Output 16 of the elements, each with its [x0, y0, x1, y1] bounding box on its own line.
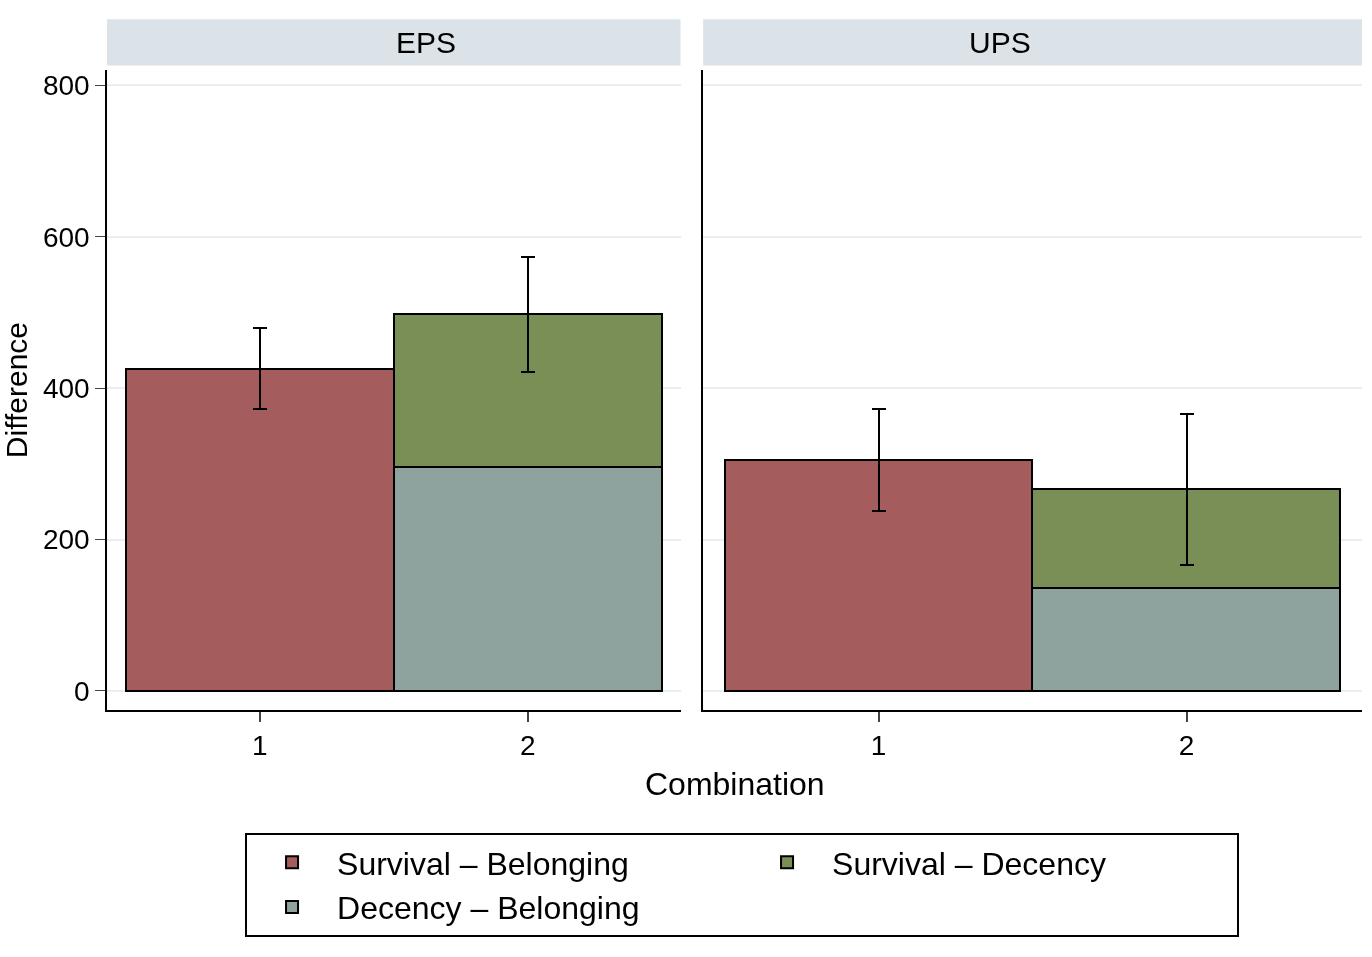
x-tick-label: 1	[870, 730, 887, 762]
y-tick-label: 200	[42, 524, 90, 556]
chart-title: EPS	[396, 26, 457, 59]
x-tick-label: 1	[251, 730, 268, 762]
x-tick-label: 2	[519, 730, 536, 762]
legend-label: Decency – Belonging	[337, 890, 640, 927]
legend-label: Survival – Belonging	[337, 845, 629, 882]
y-tick-label: 400	[42, 372, 90, 404]
y-axis-title: Difference	[0, 321, 33, 459]
y-tick-label: 800	[42, 70, 90, 102]
y-tick-label: 0	[74, 675, 90, 707]
x-axis-title: Combination	[645, 766, 825, 802]
y-tick-label: 600	[42, 221, 90, 253]
x-tick-label: 2	[1178, 730, 1195, 762]
legend-label: Survival – Decency	[832, 845, 1106, 882]
chart-title: UPS	[969, 26, 1031, 59]
